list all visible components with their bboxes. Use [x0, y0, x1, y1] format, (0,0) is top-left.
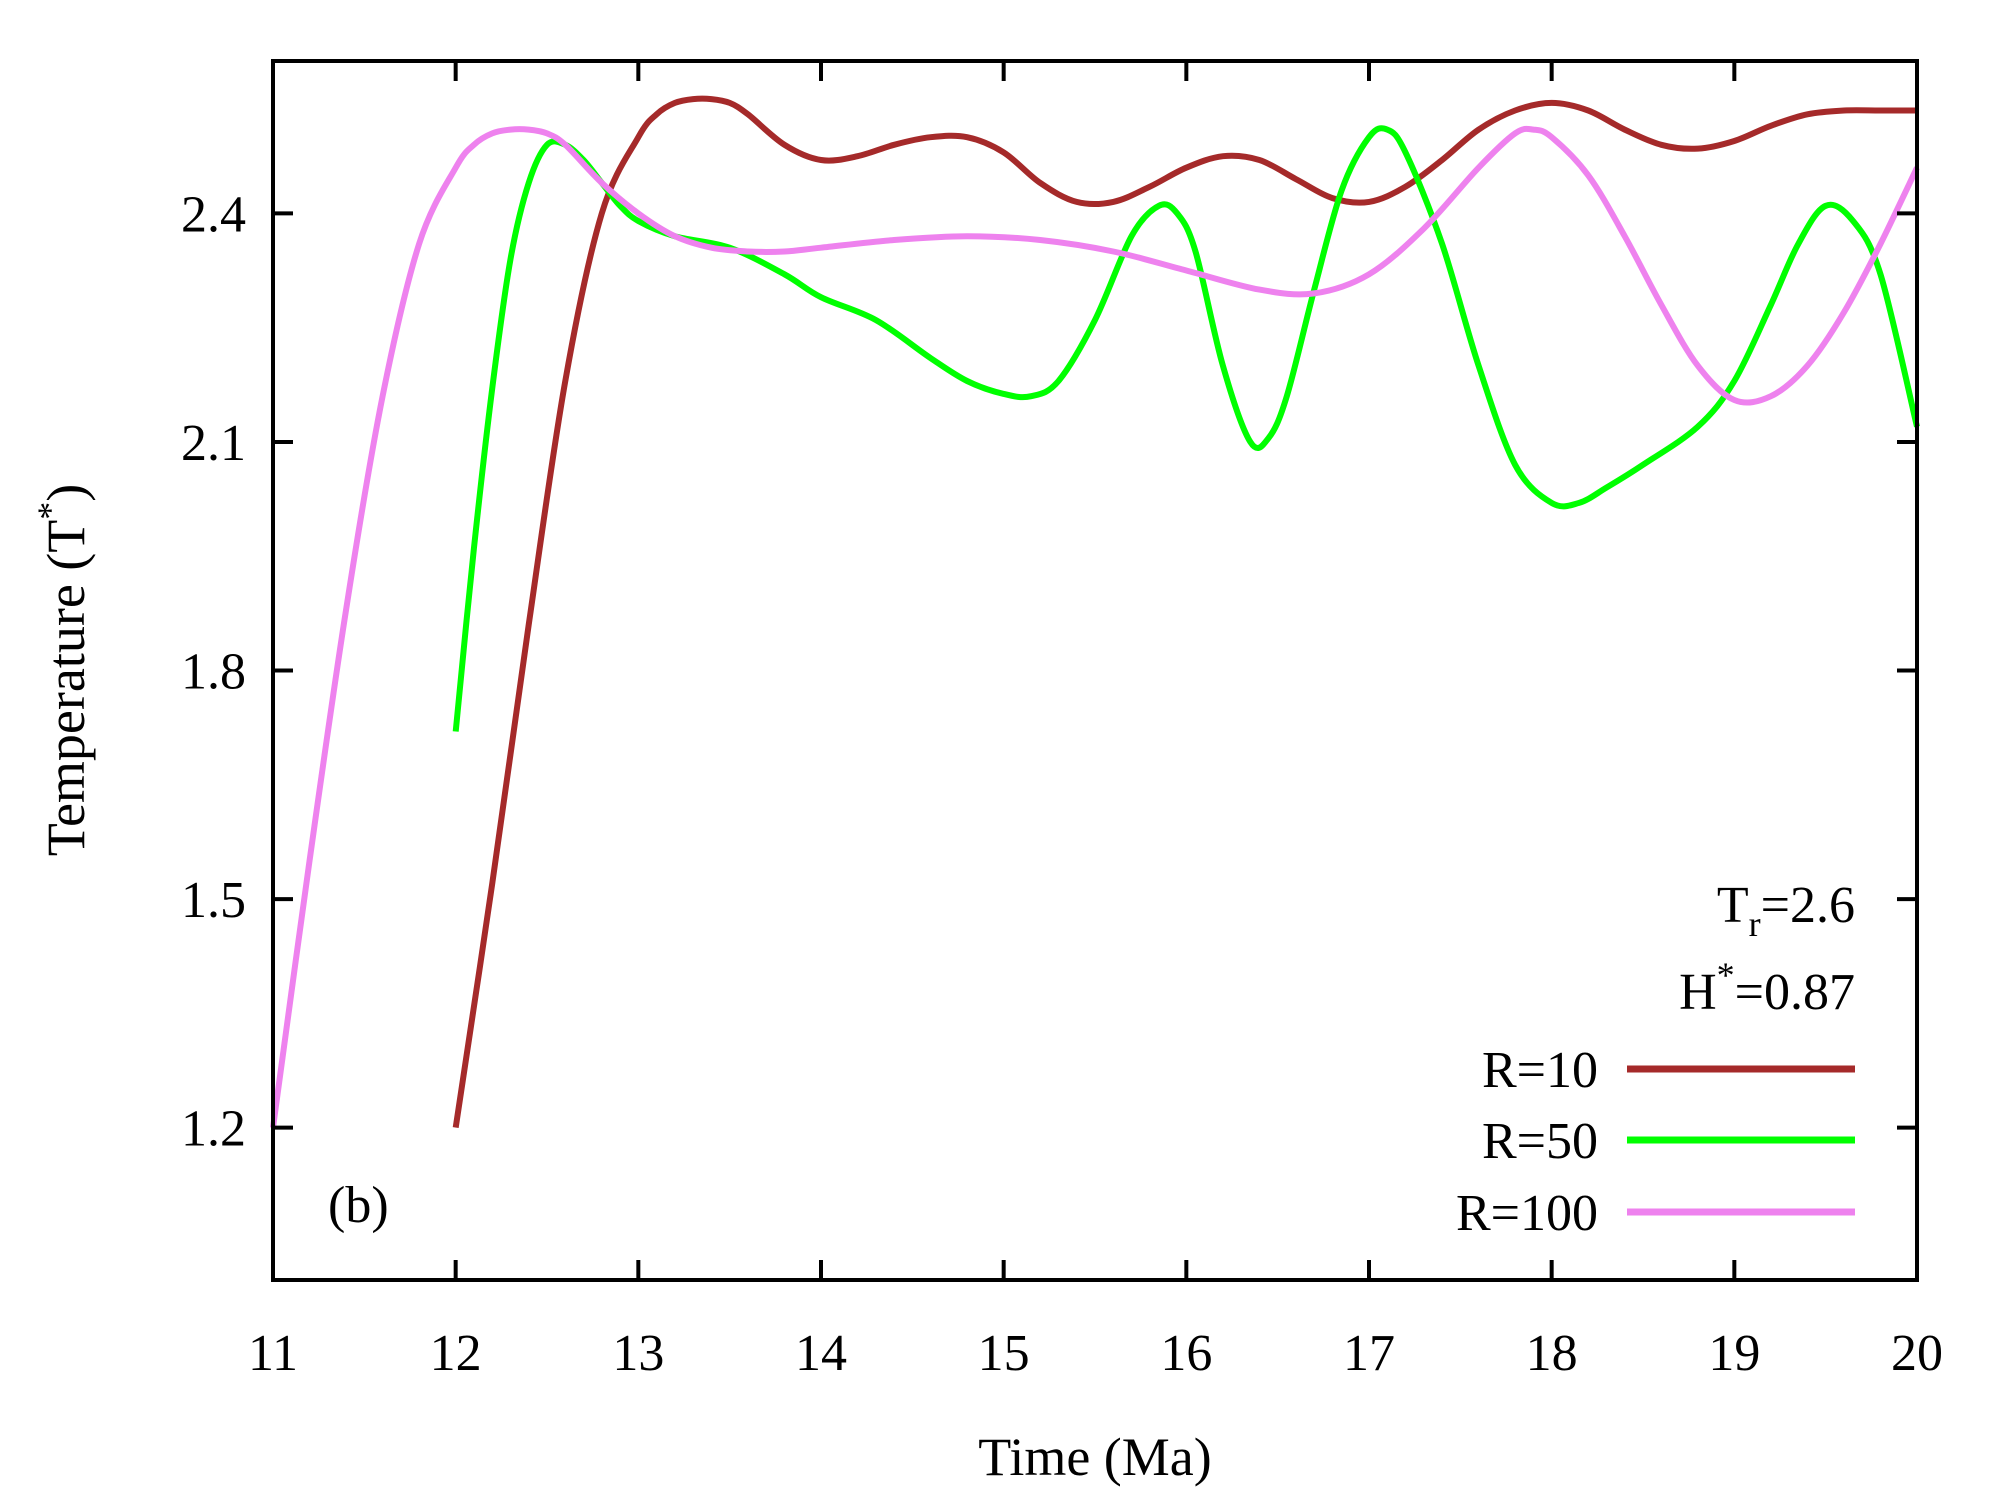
- legend-label-r100: R=100: [1456, 1185, 1598, 1242]
- annotation-tr: Tr=2.6: [1717, 877, 1855, 944]
- x-axis-label: Time (Ma): [978, 1427, 1212, 1487]
- legend-item-r100: R=100: [1456, 1185, 1855, 1242]
- y-tick-label: 2.1: [181, 415, 246, 472]
- y-tick-label: 1.8: [181, 644, 246, 701]
- legend-label-r50: R=50: [1482, 1113, 1598, 1170]
- x-tick-label: 14: [795, 1325, 847, 1382]
- legend-label-r10: R=10: [1482, 1042, 1598, 1099]
- legend-item-r10: R=10: [1482, 1042, 1855, 1099]
- annotation-h-main: H: [1679, 964, 1717, 1021]
- annotation-tr-value: =2.6: [1761, 877, 1855, 934]
- tick-layer: 11 12 13 14 15 16 17 18 19 20 1.2 1.5 1.8 2.1 2.4: [181, 61, 1943, 1382]
- annotation-h: H*=0.87: [1679, 955, 1855, 1021]
- x-tick-label: 19: [1708, 1325, 1760, 1382]
- legend-item-r50: R=50: [1482, 1113, 1855, 1170]
- x-tick-label: 13: [612, 1325, 664, 1382]
- y-axis-label-main: Temperature (T: [36, 520, 96, 857]
- x-tick-label: 15: [978, 1325, 1030, 1382]
- annotation-h-value: =0.87: [1735, 964, 1855, 1021]
- y-tick-label: 1.5: [181, 872, 246, 929]
- annotation-h-sup: *: [1717, 955, 1735, 995]
- y-axis-label-close: ): [36, 484, 96, 502]
- x-tick-label: 20: [1891, 1325, 1943, 1382]
- annotation-tr-sub: r: [1749, 904, 1761, 944]
- series-line-r100: [270, 125, 1920, 1129]
- series-line-r10: [452, 95, 1917, 1129]
- x-tick-label: 16: [1160, 1325, 1212, 1382]
- x-tick-label: 12: [430, 1325, 482, 1382]
- y-axis-label-sup: *: [30, 502, 70, 520]
- y-axis-label: Temperature (T*): [30, 484, 96, 857]
- panel-label: (b): [328, 1177, 389, 1234]
- y-tick-label: 2.4: [181, 186, 246, 243]
- annotation-tr-main: T: [1717, 877, 1749, 934]
- legend: R=10 R=50 R=100: [1456, 1042, 1855, 1242]
- x-tick-label: 17: [1343, 1325, 1395, 1382]
- x-tick-label: 18: [1526, 1325, 1578, 1382]
- plot-frame: [271, 59, 1919, 1282]
- y-tick-label: 1.2: [181, 1101, 246, 1158]
- series-layer: [270, 95, 1920, 1129]
- x-tick-label: 11: [248, 1325, 298, 1382]
